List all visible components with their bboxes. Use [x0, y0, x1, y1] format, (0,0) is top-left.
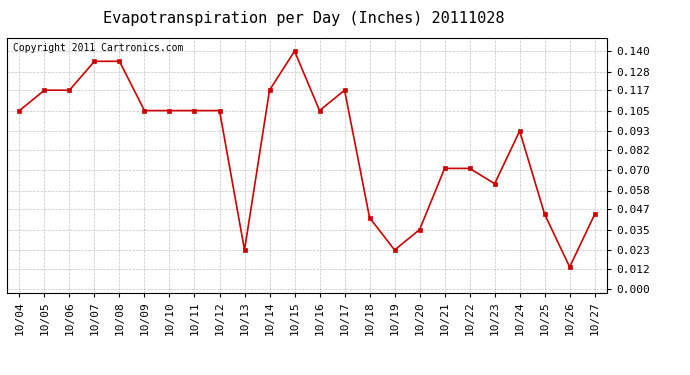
Text: Copyright 2011 Cartronics.com: Copyright 2011 Cartronics.com	[13, 43, 184, 52]
Text: Evapotranspiration per Day (Inches) 20111028: Evapotranspiration per Day (Inches) 2011…	[103, 11, 504, 26]
